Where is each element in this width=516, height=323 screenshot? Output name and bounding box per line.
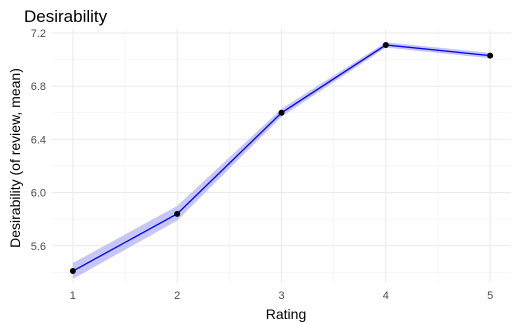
data-points: [69, 41, 494, 275]
x-tick-label: 1: [70, 290, 76, 302]
x-tick-label: 4: [383, 290, 389, 302]
x-tick-label: 5: [487, 290, 493, 302]
data-point: [69, 268, 76, 275]
y-tick-label: 6.8: [31, 81, 46, 93]
data-point: [174, 210, 181, 217]
x-tick-label: 3: [278, 290, 284, 302]
y-axis-title: Desirability (of review, mean): [7, 68, 23, 248]
confidence-ribbon: [72, 42, 491, 280]
x-axis-title: Rating: [266, 306, 306, 322]
grid-lines: [52, 29, 511, 283]
x-tick-labels: 1 2 3 4 5: [70, 290, 493, 302]
data-point: [487, 52, 494, 59]
chart-title: Desirability: [24, 7, 108, 26]
y-tick-label: 6.4: [31, 134, 46, 146]
x-tick-label: 2: [174, 290, 180, 302]
y-tick-label: 7.2: [31, 28, 46, 40]
y-tick-labels: 5.6 6.0 6.4 6.8 7.2: [31, 28, 46, 253]
data-point: [278, 109, 285, 116]
y-tick-label: 5.6: [31, 241, 46, 253]
y-tick-label: 6.0: [31, 188, 46, 200]
data-point: [382, 41, 389, 48]
